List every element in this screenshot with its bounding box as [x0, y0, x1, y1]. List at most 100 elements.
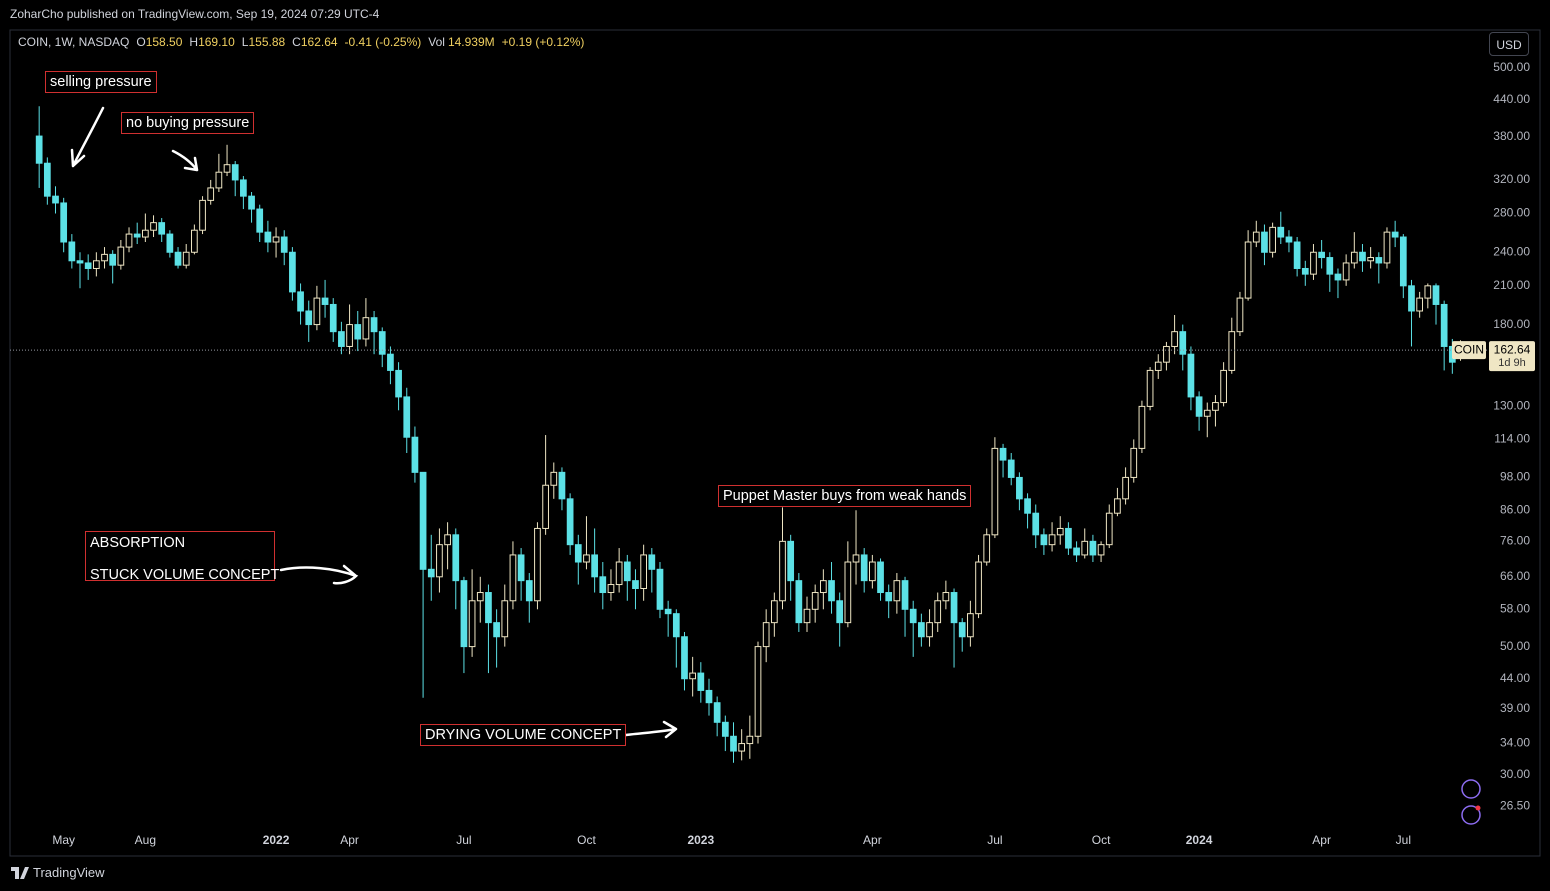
icon[interactable]: [1461, 779, 1481, 799]
label: O: [136, 35, 146, 49]
candle-body: [1244, 241, 1252, 299]
candle-body: [787, 540, 795, 582]
candle-body: [1367, 257, 1374, 262]
y-tick-label: 58.00: [1500, 601, 1530, 615]
candle-body: [1285, 236, 1293, 243]
candle-body: [893, 580, 901, 602]
candle-body: [289, 251, 296, 293]
annotation: ABSORPTION STUCK VOLUME CONCEPT: [85, 531, 279, 583]
candle-body: [1146, 369, 1154, 407]
x-tick-label: Apr: [340, 833, 359, 847]
candle-body: [207, 187, 215, 201]
candle-body: [583, 554, 590, 563]
x-tick-label: Aug: [135, 833, 156, 847]
candle-body: [1408, 285, 1415, 312]
candle-body: [632, 580, 639, 590]
candle-body: [444, 534, 451, 546]
candle-body: [1440, 303, 1448, 347]
volume: 14.939M: [447, 35, 495, 49]
candle-body: [942, 592, 950, 602]
candle-body: [550, 471, 558, 486]
candle-body: [223, 164, 231, 173]
candle-body: [1024, 498, 1031, 514]
y-tick-label: 280.00: [1493, 206, 1530, 220]
candle-body: [1048, 534, 1056, 546]
candle-body: [697, 672, 705, 691]
symbol-tag-text: COIN: [1454, 342, 1484, 356]
tool-icons: [1461, 779, 1481, 825]
candle-body: [1318, 251, 1325, 259]
candle-body: [599, 576, 607, 594]
candle-body: [158, 222, 166, 235]
candle-body: [852, 554, 860, 563]
brand-name: TradingView: [33, 865, 105, 880]
ohlc-item: L155.88: [238, 35, 285, 49]
author-line: ZoharCho published on TradingView.com, S…: [10, 7, 380, 21]
candle-body: [738, 743, 746, 752]
candle-body: [1065, 527, 1072, 549]
price-tag: [1489, 341, 1535, 372]
candle-body: [648, 554, 656, 570]
currency-button[interactable]: USD: [1489, 32, 1529, 56]
candle-body: [836, 600, 844, 624]
y-tick-label: 30.00: [1500, 767, 1530, 781]
candle-body: [819, 580, 827, 594]
candle-body: [983, 534, 991, 563]
candle-body: [1342, 262, 1350, 281]
candle-body: [1269, 226, 1276, 253]
y-tick-label: 50.00: [1500, 639, 1530, 653]
candle-body: [329, 303, 337, 333]
candle-body: [574, 544, 582, 563]
candle-body: [1212, 402, 1219, 411]
candle-body: [713, 702, 721, 723]
y-tick-label: 39.00: [1500, 701, 1530, 715]
candle-body: [730, 735, 737, 752]
icon[interactable]: [1461, 805, 1481, 825]
candle-body: [1007, 459, 1015, 478]
candle-body: [313, 297, 321, 326]
volume-label: Vol: [428, 35, 445, 49]
candle-body: [1073, 547, 1080, 556]
change: -0.41 (-0.25%): [344, 35, 422, 49]
candle-body: [640, 554, 647, 590]
candle-body: [844, 561, 852, 624]
x-tick-label: Jul: [456, 833, 471, 847]
candle-body: [828, 580, 835, 602]
candle-body: [1105, 512, 1113, 546]
candle-body: [1334, 273, 1342, 281]
candle-body: [1375, 257, 1383, 264]
candle-body: [1383, 231, 1391, 264]
arrow: [279, 564, 359, 585]
annotation-line: ABSORPTION: [90, 535, 186, 551]
candle-body: [191, 229, 198, 253]
candle-body: [517, 554, 525, 582]
candle-body: [811, 592, 819, 610]
candle-body: [460, 580, 468, 648]
candle-body: [934, 600, 942, 624]
x-tick-label: Oct: [577, 833, 596, 847]
candle-body: [534, 527, 541, 602]
value: 162.64: [300, 35, 338, 49]
y-tick-label: 500.00: [1493, 60, 1530, 74]
candle-body: [1122, 476, 1129, 500]
symbol-legend: COIN, 1W, NASDAQ O158.50 H169.10 L155.88…: [18, 35, 584, 49]
candle-body: [926, 622, 933, 638]
candle-body: [877, 561, 884, 594]
candle-body: [999, 447, 1007, 461]
candle-body: [967, 613, 974, 638]
candle-body: [1130, 447, 1138, 478]
symbol: COIN, 1W, NASDAQ: [18, 35, 130, 49]
candle-body: [1228, 331, 1236, 371]
candle-body: [256, 208, 264, 233]
candle-body: [1138, 405, 1146, 449]
ohlc-item: H169.10: [185, 35, 234, 49]
candle-body: [754, 646, 762, 737]
x-tick-label: Jul: [1396, 833, 1411, 847]
candle-body: [991, 447, 999, 536]
candle-body: [746, 735, 754, 745]
candle-body: [623, 561, 631, 582]
candle-body: [1040, 534, 1048, 546]
candle-body: [1391, 231, 1399, 238]
candle-body: [672, 613, 680, 638]
countdown-text: 1d 9h: [1498, 357, 1526, 369]
